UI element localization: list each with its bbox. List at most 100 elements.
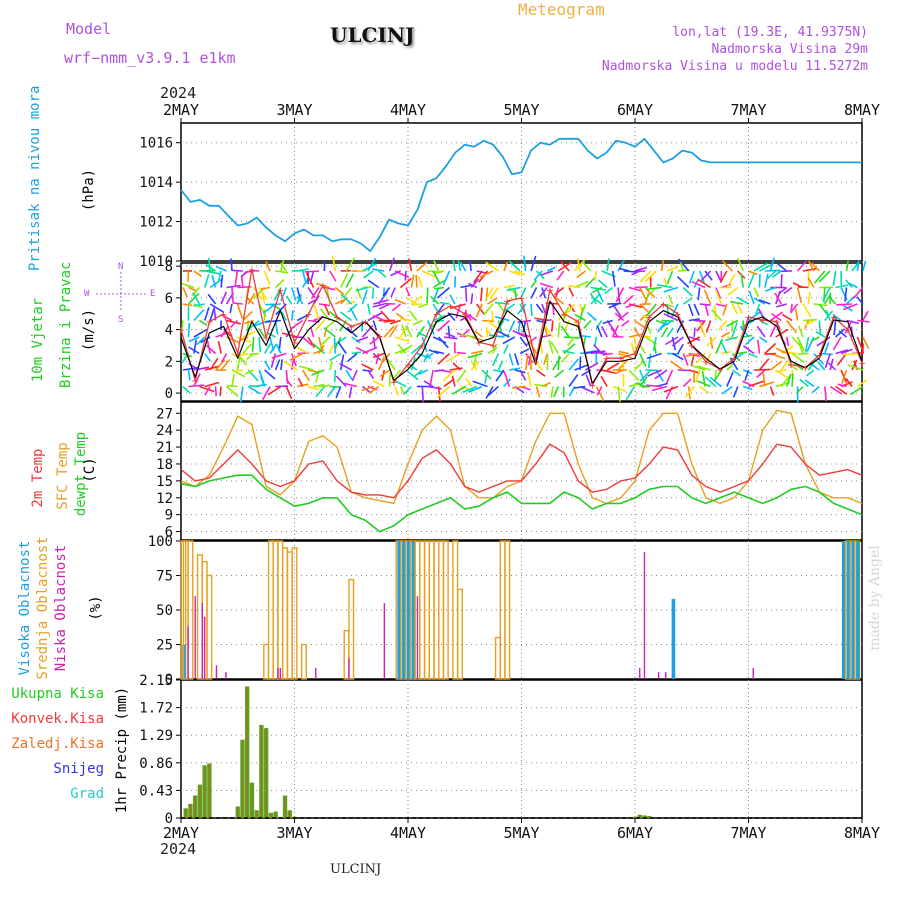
wind-arrow [367,257,377,272]
wind-arrow [568,386,576,397]
wind-arrow [472,270,483,284]
wind-arrow [677,369,690,372]
wind-arrow [606,320,617,334]
wind-arrow [198,319,208,326]
x-tick-label-top: 4MAY [390,101,426,119]
wind-arrow [666,266,679,272]
wind-arrow [778,286,788,295]
wind-arrow [209,357,219,371]
cloud-ytick-label: 50 [156,603,173,619]
wind-arrow [769,257,775,272]
wind-arrow [409,310,418,321]
wind-arrow [802,318,818,322]
wind-gust-marker: + [561,308,568,321]
wind-arrow [345,273,355,288]
wind-arrow [307,336,316,349]
wind-arrow [737,351,748,355]
precip-conv-bar [208,763,211,818]
wind-arrow [203,274,210,288]
wind-arrow [470,293,474,305]
precip-conv-bar [236,806,239,818]
cloud-high-bar [397,541,401,679]
precip-conv-bar [643,815,646,818]
wind-arrow [832,314,842,322]
wind-arrow [378,291,388,305]
wind-arrow [715,270,722,282]
wind-arrow [611,325,620,338]
wind-arrow [845,260,849,272]
wind-arrow [207,257,211,272]
wind-arrow [622,294,634,305]
wind-arrow [781,313,793,322]
wind-arrow [847,364,864,371]
wind-arrow [329,344,334,354]
cloud-mid-bar [504,540,511,680]
cloud-ytick-label: 25 [156,638,173,654]
wind-arrow [697,287,701,301]
wind-arrow [639,344,646,354]
wind-arrow [676,276,690,289]
wind-arrow [283,360,298,371]
cloud-mid-bar [419,540,426,680]
year-bottom: 2024 [160,840,197,858]
station-title: ULCINJ [330,23,415,47]
wind-arrow [530,303,533,316]
wind-arrow [687,336,701,345]
wind-arrow [296,295,304,305]
wind-arrow [780,274,783,288]
wind-arrow [804,319,815,326]
wind-arrow [491,353,500,367]
wind-arrow [557,355,560,371]
wind-arrow [764,286,777,292]
wind-arrow [238,352,249,357]
wind-arrow [617,311,629,322]
wind-arrow [196,336,206,346]
wind-arrow [764,273,769,288]
wind-arrow [519,336,528,347]
wind-arrow [280,262,287,272]
wind-arrow [709,336,714,350]
wind-arrow [552,386,559,398]
wind-arrow [470,361,478,371]
wind-arrow [679,261,685,272]
wind-arrow [215,359,226,371]
wind-arrow [617,352,632,359]
cloud-high-bar [411,541,416,679]
wind-arrow [612,385,627,393]
wind-arrow [285,386,293,400]
wind-gust-marker: + [405,359,412,372]
wind-arrow [323,303,330,316]
wind-arrow [339,272,349,288]
wind-arrow [260,286,271,290]
footer-station: ULCINJ [330,862,382,877]
wind-arrow [219,386,222,396]
cloud-ytick-label: 75 [156,569,173,585]
wind-arrow [433,260,440,272]
wind-gust-marker: + [660,298,667,311]
wind-arrow [568,284,581,289]
wind-arrow [313,383,325,388]
wind-arrow [371,268,385,272]
wind-arrow [757,339,761,354]
wind-arrow [799,378,809,388]
wind-arrow [806,369,815,377]
wind-arrow [362,369,373,373]
wind-arrow [411,303,423,306]
wind-gust-marker: + [504,295,511,308]
wind-arrow [519,369,527,381]
wind-arrow [491,310,494,321]
wind-arrow [841,352,858,356]
wind-arrow [301,369,310,382]
wind-arrow [349,307,358,321]
wind-arrow [347,352,358,363]
wind-arrow [215,265,227,272]
wind-arrow [568,374,579,387]
wind-arrow [790,303,799,313]
wind-gust-marker: + [632,347,639,360]
wind-arrow [416,261,428,272]
wind-arrow [508,320,516,333]
cloud-high-bar [406,541,411,679]
wind-gust-marker: + [618,352,625,365]
wind-arrow [633,327,641,338]
temp-ytick-label: 9 [165,508,173,524]
